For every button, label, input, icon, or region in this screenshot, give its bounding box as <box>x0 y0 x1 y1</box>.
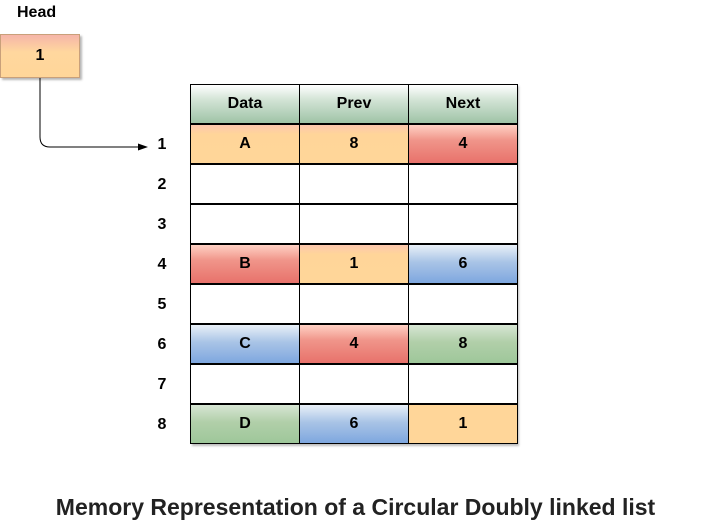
head-pointer-box: 1 <box>0 34 80 78</box>
cell-next <box>408 284 518 324</box>
cell-data <box>190 204 300 244</box>
cell-next: 6 <box>408 244 518 284</box>
row-index-8: 8 <box>157 416 167 433</box>
cell-data <box>190 364 300 404</box>
cell-prev <box>299 364 409 404</box>
table-row: A 8 4 <box>190 124 518 164</box>
cell-prev: 6 <box>299 404 409 444</box>
row-index-6: 6 <box>157 336 167 353</box>
cell-data: C <box>190 324 300 364</box>
cell-next <box>408 204 518 244</box>
cell-next <box>408 364 518 404</box>
row-index-2: 2 <box>157 176 167 193</box>
row-index-4: 4 <box>157 256 167 273</box>
cell-next <box>408 164 518 204</box>
row-index-3: 3 <box>157 216 167 233</box>
cell-data: D <box>190 404 300 444</box>
cell-prev <box>299 204 409 244</box>
row-index-7: 7 <box>157 376 167 393</box>
row-index-5: 5 <box>157 296 167 313</box>
cell-prev: 4 <box>299 324 409 364</box>
table-row <box>190 164 518 204</box>
head-label: Head <box>17 4 57 21</box>
header-next: Next <box>408 84 518 124</box>
cell-next: 4 <box>408 124 518 164</box>
table-header-row: Data Prev Next <box>190 84 518 124</box>
head-pointer-value: 1 <box>35 47 45 64</box>
cell-data: B <box>190 244 300 284</box>
cell-data: A <box>190 124 300 164</box>
header-prev: Prev <box>299 84 409 124</box>
cell-prev <box>299 164 409 204</box>
memory-table: Data Prev Next A 8 4 B 1 6 C 4 8 D <box>190 84 518 444</box>
table-row: B 1 6 <box>190 244 518 284</box>
table-row: D 6 1 <box>190 404 518 444</box>
row-index-1: 1 <box>157 136 167 153</box>
table-row <box>190 364 518 404</box>
cell-data <box>190 284 300 324</box>
cell-prev: 8 <box>299 124 409 164</box>
cell-prev: 1 <box>299 244 409 284</box>
cell-next: 8 <box>408 324 518 364</box>
cell-prev <box>299 284 409 324</box>
table-row: C 4 8 <box>190 324 518 364</box>
header-data: Data <box>190 84 300 124</box>
table-row <box>190 284 518 324</box>
cell-data <box>190 164 300 204</box>
diagram-caption: Memory Representation of a Circular Doub… <box>55 494 656 520</box>
cell-next: 1 <box>408 404 518 444</box>
table-row <box>190 204 518 244</box>
